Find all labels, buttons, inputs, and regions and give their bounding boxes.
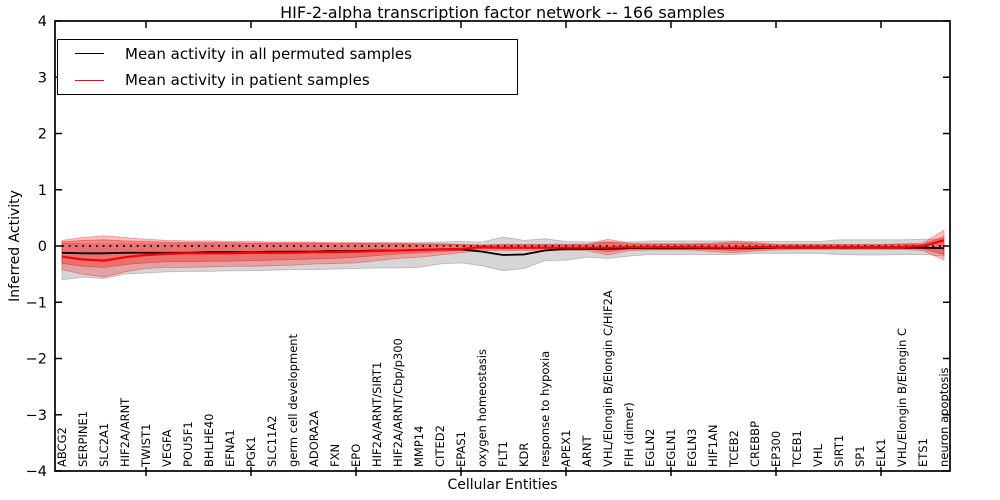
x-category-label: neuron apoptosis: [937, 367, 951, 467]
x-category-label: EGLN3: [685, 428, 699, 467]
legend-item-patient: Mean activity in patient samples: [58, 67, 517, 93]
x-category-label: HIF1AN: [706, 425, 720, 467]
y-tick-label: 2: [38, 127, 47, 143]
x-category-label: SP1: [853, 445, 867, 467]
x-category-label: APEX1: [559, 430, 573, 467]
x-category-label: BHLHE40: [202, 414, 216, 468]
x-category-label: SLC11A2: [265, 415, 279, 467]
x-category-label: VHL: [811, 443, 825, 467]
x-category-label: SERPINE1: [76, 411, 90, 467]
x-category-label: CITED2: [433, 425, 447, 467]
x-category-label: POU5F1: [181, 421, 195, 467]
legend: Mean activity in all permuted samples Me…: [57, 39, 518, 95]
x-category-label: HIF2A/ARNT: [118, 397, 132, 467]
x-category-label: response to hypoxia: [538, 351, 552, 467]
x-axis-label: Cellular Entities: [447, 477, 558, 493]
x-category-label: SIRT1: [832, 435, 846, 467]
x-category-label: EFNA1: [223, 429, 237, 467]
x-category-label: HIF2A/ARNT/SIRT1: [370, 362, 384, 467]
x-category-label: ELK1: [874, 438, 888, 467]
y-tick-label: −1: [26, 295, 47, 311]
x-category-label: ABCG2: [55, 427, 69, 467]
x-category-label: VHL/Elongin B/Elongin C: [895, 328, 909, 467]
legend-label-patient: Mean activity in patient samples: [125, 71, 370, 90]
x-category-label: FXN: [328, 444, 342, 467]
patient-mean-line: [61, 239, 945, 262]
x-category-label: EP300: [769, 431, 783, 467]
patient-sample-range-inner-band: [61, 235, 945, 268]
x-category-label: TCEB1: [790, 430, 804, 468]
y-tick-label: 4: [38, 14, 47, 30]
x-category-label: EPAS1: [454, 431, 468, 467]
y-tick-label: 0: [38, 239, 47, 255]
x-category-label: HIF2A/ARNT/Cbp/p300: [391, 338, 405, 467]
x-category-label: TCEB2: [727, 430, 741, 468]
x-category-label: VEGFA: [160, 429, 174, 467]
legend-line-patient-icon: [75, 79, 104, 81]
x-category-label: SLC2A1: [97, 423, 111, 467]
x-category-label: VHL/Elongin B/Elongin C/HIF2A: [601, 290, 615, 467]
x-category-label: EGLN2: [643, 428, 657, 467]
y-tick-label: −2: [26, 352, 47, 368]
x-category-label: TWIST1: [139, 424, 153, 468]
x-category-label: ARNT: [580, 435, 594, 467]
x-category-label: KDR: [517, 443, 531, 467]
x-category-label: oxygen homeostasis: [475, 349, 489, 467]
x-category-label: ETS1: [916, 438, 930, 467]
x-category-label: MMP14: [412, 426, 426, 467]
x-category-label: EPO: [349, 444, 363, 467]
legend-label-permuted: Mean activity in all permuted samples: [125, 44, 412, 63]
patient-sample-range-outer-band: [61, 229, 945, 278]
legend-line-permuted-icon: [75, 53, 104, 55]
legend-item-permuted: Mean activity in all permuted samples: [58, 41, 517, 67]
chart-title: HIF-2-alpha transcription factor network…: [280, 3, 725, 22]
x-category-label: PGK1: [244, 436, 258, 467]
x-category-label: FIH (dimer): [622, 402, 636, 467]
x-category-label: CREBBP: [748, 421, 762, 467]
x-category-label: ADORA2A: [307, 411, 321, 467]
y-tick-label: −3: [26, 408, 47, 424]
y-tick-label: 1: [38, 183, 47, 199]
y-tick-label: 3: [38, 70, 47, 86]
x-category-label: germ cell development: [286, 333, 300, 467]
x-category-label: EGLN1: [664, 428, 678, 467]
x-category-label: FLT1: [496, 441, 510, 467]
y-tick-label: −4: [26, 464, 47, 480]
